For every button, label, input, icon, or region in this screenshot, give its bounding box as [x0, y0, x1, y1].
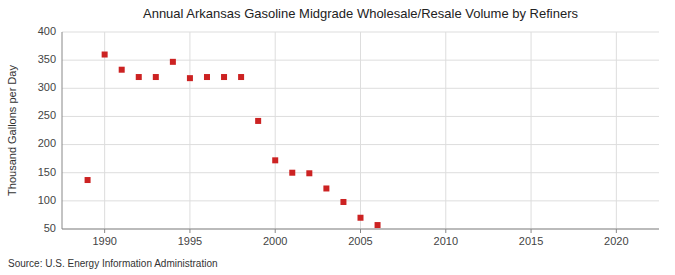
point	[204, 74, 210, 80]
x-grid-line	[189, 32, 190, 229]
y-tick-label: 350	[38, 53, 56, 65]
point	[255, 118, 261, 124]
chart-container: 50 100 150 200 250 300 350 400 1990 1995 2000 2005 2…	[0, 0, 675, 275]
x-tick-label: 1990	[92, 235, 116, 247]
x-axis-line	[62, 229, 659, 230]
chart-svg: 50 100 150 200 250 300 350 400 1990 1995 2000 2005 2…	[0, 0, 675, 275]
x-grid-line	[275, 32, 276, 229]
point	[85, 177, 91, 183]
point	[170, 59, 176, 65]
y-tick-label: 300	[38, 81, 56, 93]
ticks: 50 100 150 200 250 300 350 400 1990 1995 2000 2005 2…	[38, 25, 629, 247]
x-tick-mark	[360, 229, 361, 233]
x-grid-line	[616, 32, 617, 229]
x-tick-label: 2020	[604, 235, 628, 247]
x-grid-line	[360, 32, 361, 229]
point	[289, 170, 295, 176]
x-tick-mark	[189, 229, 190, 233]
point	[323, 185, 329, 191]
grid	[62, 32, 659, 229]
point	[238, 74, 244, 80]
point	[187, 75, 193, 81]
point	[375, 222, 381, 228]
y-axis-label: Thousand Gallons per Day	[6, 65, 18, 196]
point	[358, 215, 364, 221]
y-tick-label: 50	[44, 222, 56, 234]
x-tick-mark	[445, 229, 446, 233]
x-tick-mark	[616, 229, 617, 233]
point	[119, 67, 125, 73]
y-grid-line	[62, 229, 659, 230]
y-tick-label: 200	[38, 137, 56, 149]
y-tick-label: 150	[38, 166, 56, 178]
point	[272, 157, 278, 163]
x-tick-mark	[531, 229, 532, 233]
point	[102, 52, 108, 58]
point	[221, 74, 227, 80]
x-tick-label: 2010	[434, 235, 458, 247]
y-axis-line	[62, 32, 63, 229]
x-grid-line	[531, 32, 532, 229]
x-tick-label: 1995	[178, 235, 202, 247]
source-note: Source: U.S. Energy Information Administ…	[8, 258, 218, 269]
x-grid-line	[104, 32, 105, 229]
x-grid-line	[445, 32, 446, 229]
point	[153, 74, 159, 80]
y-tick-label: 100	[38, 194, 56, 206]
point	[340, 199, 346, 205]
y-tick-label: 250	[38, 109, 56, 121]
points	[85, 52, 381, 229]
point	[136, 74, 142, 80]
title: Annual Arkansas Gasoline Midgrade Wholes…	[143, 6, 579, 21]
point	[306, 170, 312, 176]
x-tick-mark	[104, 229, 105, 233]
y-tick-label: 400	[38, 25, 56, 37]
x-tick-label: 2015	[519, 235, 543, 247]
x-tick-mark	[275, 229, 276, 233]
x-tick-label: 2000	[263, 235, 287, 247]
x-tick-label: 2005	[348, 235, 372, 247]
